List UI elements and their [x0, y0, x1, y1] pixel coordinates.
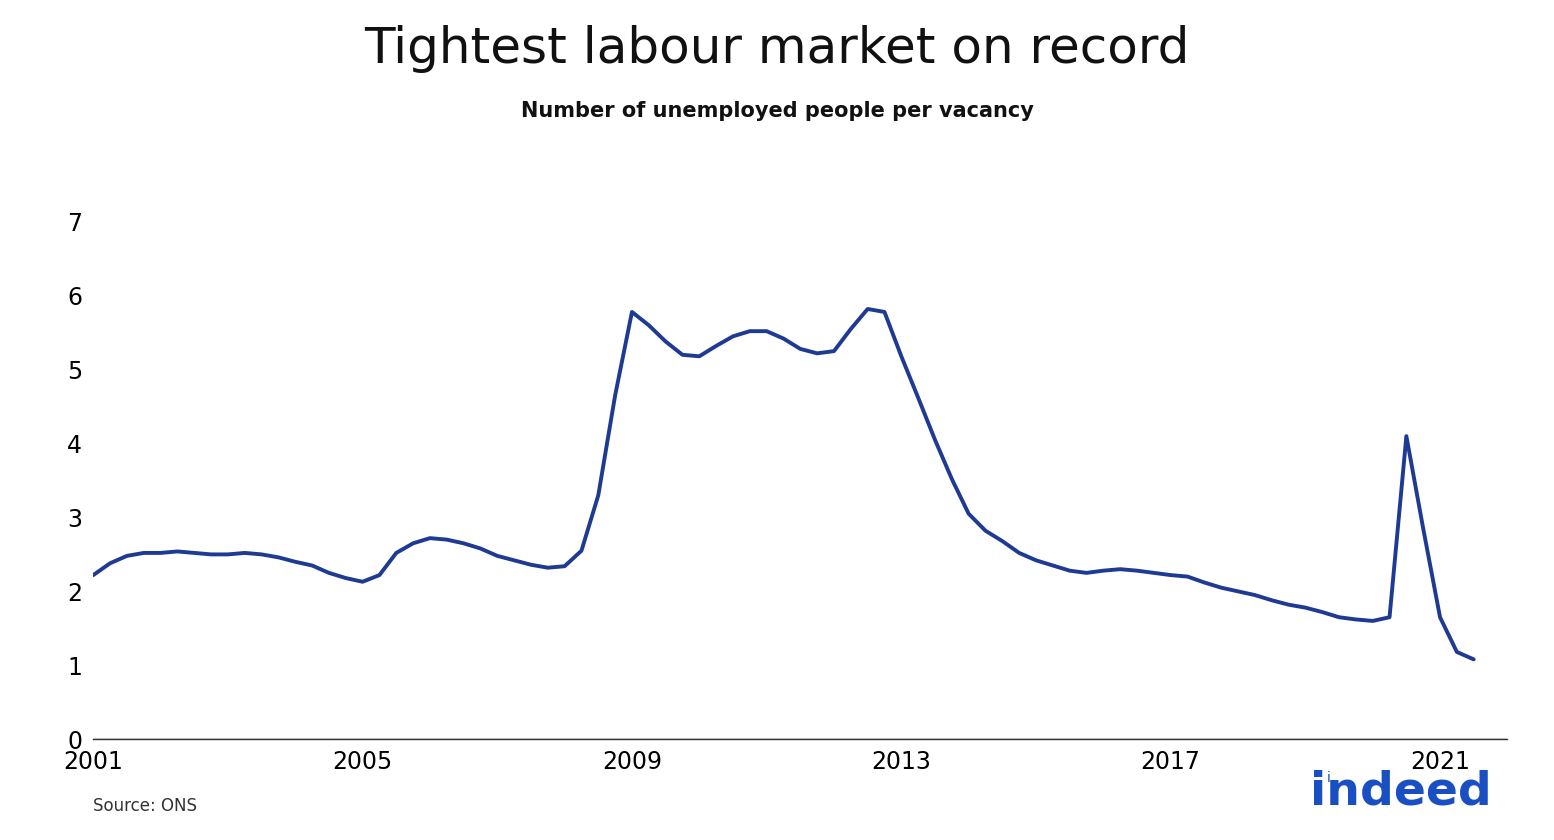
Text: i: i [1327, 771, 1330, 785]
Text: Number of unemployed people per vacancy: Number of unemployed people per vacancy [521, 101, 1033, 121]
Text: Source: ONS: Source: ONS [93, 797, 197, 815]
Text: Tightest labour market on record: Tightest labour market on record [364, 25, 1190, 73]
Text: indeed: indeed [1310, 769, 1492, 815]
